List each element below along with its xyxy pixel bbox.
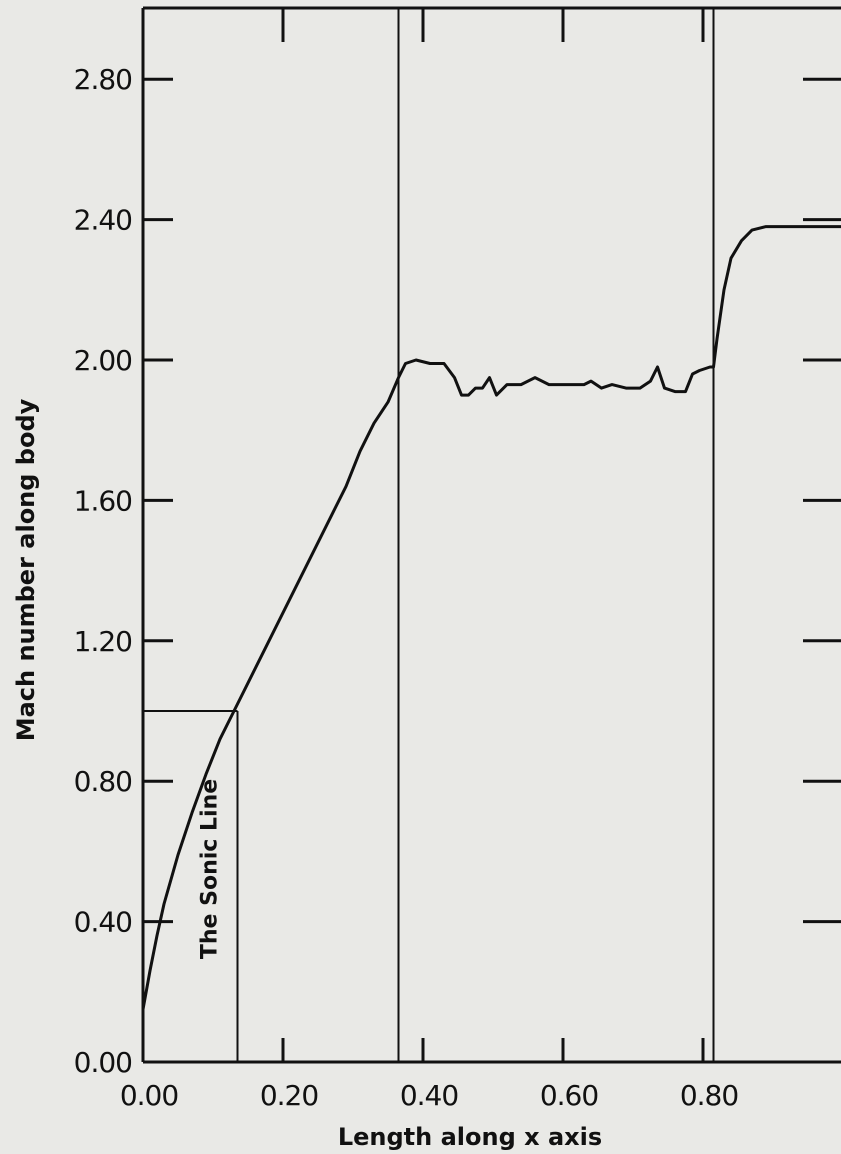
y-tick-label-7: 2.80 <box>74 63 132 96</box>
plot-frame <box>141 6 841 1064</box>
x-axis-label: Length along x axis <box>338 1123 602 1151</box>
y-tick-label-4: 1.60 <box>74 484 132 517</box>
y-tick-label-3: 1.20 <box>74 625 132 658</box>
annotations: The Sonic Line <box>198 779 223 959</box>
vertical-reference-lines <box>397 8 715 1062</box>
y-tick-label-2: 0.80 <box>74 765 132 798</box>
sonic-line-box <box>143 710 239 1062</box>
y-tick-label-5: 2.00 <box>74 344 132 377</box>
axis-ticks <box>141 8 841 1064</box>
x-tick-label-2: 0.40 <box>400 1079 458 1112</box>
x-tick-label-4: 0.80 <box>680 1079 738 1112</box>
y-tick-label-6: 2.40 <box>74 204 132 237</box>
y-tick-label-1: 0.40 <box>74 906 132 939</box>
x-tick-label-1: 0.20 <box>260 1079 318 1112</box>
mach-number-curve <box>141 225 841 1011</box>
x-tick-label-0: 0.00 <box>120 1079 178 1112</box>
y-axis-label: Mach number along body <box>12 398 40 741</box>
annotation-0: The Sonic Line <box>198 779 223 959</box>
tick-labels: 0.00 0.20 0.40 0.60 0.80 0.00 0.40 0.80 1.20 1.60… <box>74 63 740 1112</box>
y-tick-label-0: 0.00 <box>74 1046 132 1079</box>
x-tick-label-3: 0.60 <box>540 1079 598 1112</box>
